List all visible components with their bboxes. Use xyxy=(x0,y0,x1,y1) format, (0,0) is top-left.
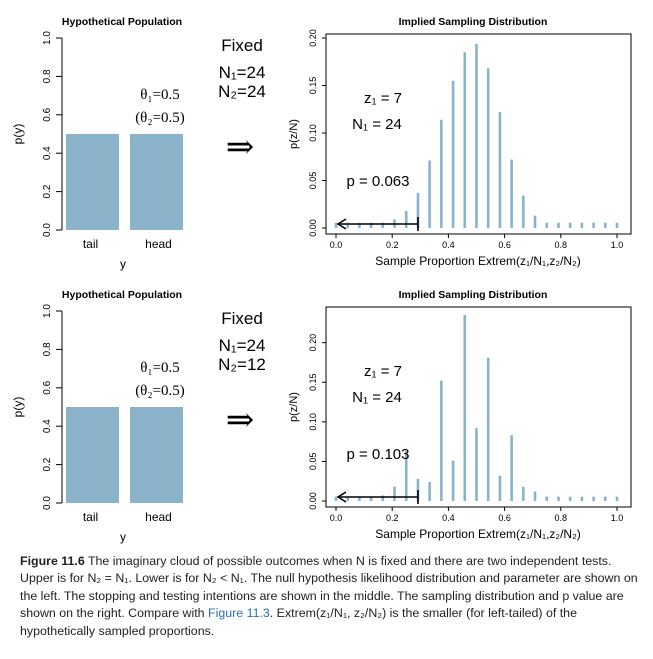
plot-frame xyxy=(325,33,632,235)
x-tick-label: 0.6 xyxy=(498,513,511,523)
y-tick-label: 0.2 xyxy=(42,184,53,198)
y-axis-label: p(y) xyxy=(11,124,25,145)
caption-text-2: . Extrem(z₁/N₁, z₂/N₂) is the smaller (f… xyxy=(20,606,577,638)
x-tick-label: 0.0 xyxy=(330,240,343,250)
y-tick-label: 0.15 xyxy=(308,77,318,95)
population-panel-2: Hypothetical Population 0.0 0.2 0.4 0.6 0.8 1.… xyxy=(11,289,185,544)
category-label: tail xyxy=(83,510,98,524)
y-tick-label: 0.20 xyxy=(308,334,318,352)
y-tick-label: 1.0 xyxy=(42,304,53,318)
x-axis-label: Sample Proportion Extrem(z₁/N₁,z₂/N₂) xyxy=(375,527,580,541)
y-axis-label: p(z/N) xyxy=(288,392,300,422)
p-value-annotation: p = 0.103 xyxy=(347,446,410,463)
n2-label: N₂=24 xyxy=(218,82,266,101)
theta2-annotation: (θ₂=0.5) xyxy=(135,383,185,399)
implies-arrow-icon: ⇒ xyxy=(226,402,255,439)
chart-title: Implied Sampling Distribution xyxy=(399,16,548,28)
sampling-panel-1: Implied Sampling Distribution 0.0 0.2 0.4 0.… xyxy=(288,16,632,268)
bar-head xyxy=(130,407,183,503)
y-tick-label: 0.00 xyxy=(308,219,318,237)
x-axis-label: y xyxy=(120,257,126,271)
y-tick-label: 0.8 xyxy=(42,69,53,83)
n1-annotation: N₁ = 24 xyxy=(352,389,402,406)
y-tick-label: 0.6 xyxy=(42,380,53,394)
x-tick-label: 0.0 xyxy=(330,513,343,523)
z1-annotation: z₁ = 7 xyxy=(364,90,402,107)
sampling-panel-3: Implied Sampling Distribution 0.0 0.2 0.4 0.… xyxy=(288,289,632,541)
category-label: head xyxy=(145,510,172,524)
n1-label: N₁=24 xyxy=(219,63,266,82)
y-tick-label: 0.10 xyxy=(308,124,318,142)
y-tick-label: 0.6 xyxy=(42,107,53,121)
plot-frame xyxy=(325,306,632,508)
caption-label: Figure 11.6 xyxy=(20,554,85,568)
x-tick-label: 0.4 xyxy=(442,240,455,250)
x-tick-label: 1.0 xyxy=(611,240,624,250)
x-tick-label: 0.8 xyxy=(555,513,568,523)
chart-title: Implied Sampling Distribution xyxy=(399,289,548,301)
y-tick-label: 0.05 xyxy=(308,453,318,471)
y-tick-label: 0.05 xyxy=(308,172,318,190)
p-value-annotation: p = 0.063 xyxy=(347,173,410,190)
bar-tail xyxy=(66,134,119,230)
y-axis-label: p(y) xyxy=(11,397,25,418)
chart-title: Hypothetical Population xyxy=(62,289,182,301)
population-panel-0: Hypothetical Population 0.0 0.2 0.4 0.6 0.8 1.… xyxy=(11,16,185,271)
x-axis-label: Sample Proportion Extrem(z₁/N₁,z₂/N₂) xyxy=(375,254,580,268)
category-label: tail xyxy=(83,237,98,251)
y-tick-label: 0.00 xyxy=(308,492,318,510)
y-tick-label: 0.0 xyxy=(42,223,53,237)
bar-head xyxy=(130,134,183,230)
theta1-annotation: θ₁=0.5 xyxy=(140,87,180,103)
chart-title: Hypothetical Population xyxy=(62,16,182,28)
n1-label: N₁=24 xyxy=(219,336,266,355)
x-tick-label: 1.0 xyxy=(611,513,624,523)
tail-arrow-head-icon xyxy=(336,491,347,503)
fixed-label: Fixed xyxy=(221,36,263,55)
figure-caption: Figure 11.6 The imaginary cloud of possi… xyxy=(20,553,642,640)
n2-label: N₂=12 xyxy=(218,355,266,374)
tail-arrow-head-icon xyxy=(336,218,347,230)
y-tick-label: 1.0 xyxy=(42,31,53,45)
x-tick-label: 0.6 xyxy=(498,240,511,250)
caption-text-1: The imaginary cloud of possible outcomes… xyxy=(20,554,638,621)
y-tick-label: 0.15 xyxy=(308,373,318,391)
caption-figure-link[interactable]: Figure 11.3 xyxy=(208,606,270,621)
fixed-label: Fixed xyxy=(221,309,263,328)
x-tick-label: 0.4 xyxy=(442,513,455,523)
implies-arrow-icon: ⇒ xyxy=(226,129,255,166)
category-label: head xyxy=(145,237,172,251)
n1-annotation: N₁ = 24 xyxy=(352,116,402,133)
y-tick-label: 0.10 xyxy=(308,413,318,431)
theta2-annotation: (θ₂=0.5) xyxy=(135,110,185,126)
y-tick-label: 0.8 xyxy=(42,342,53,356)
x-tick-label: 0.2 xyxy=(386,240,399,250)
z1-annotation: z₁ = 7 xyxy=(364,363,402,380)
y-tick-label: 0.4 xyxy=(42,146,53,160)
y-tick-label: 0.0 xyxy=(42,496,53,510)
y-axis-label: p(z/N) xyxy=(288,119,300,149)
bar-tail xyxy=(66,407,119,503)
figure-canvas: Hypothetical Population 0.0 0.2 0.4 0.6 0.8 1.… xyxy=(11,16,632,544)
y-tick-label: 0.2 xyxy=(42,457,53,471)
y-tick-label: 0.20 xyxy=(308,29,318,47)
y-tick-label: 0.4 xyxy=(42,419,53,433)
x-axis-label: y xyxy=(120,530,126,544)
theta1-annotation: θ₁=0.5 xyxy=(140,360,180,376)
x-tick-label: 0.2 xyxy=(386,513,399,523)
x-tick-label: 0.8 xyxy=(555,240,568,250)
